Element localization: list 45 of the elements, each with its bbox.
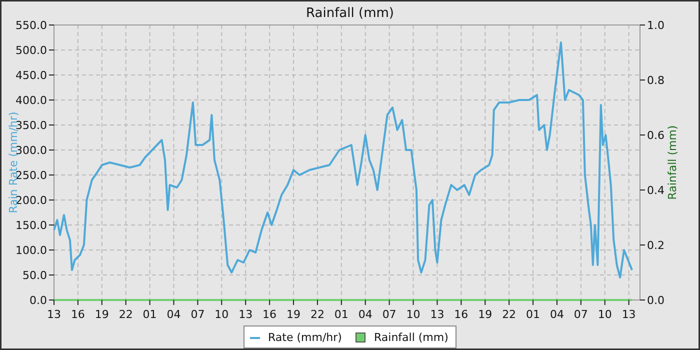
x-tick-label: 22 xyxy=(310,308,324,321)
y-tick-label: 0.0 xyxy=(30,294,47,307)
legend-label: Rate (mm/hr) xyxy=(268,331,342,344)
x-tick-label: 04 xyxy=(358,308,372,321)
y-tick-label: 550.0 xyxy=(16,19,47,32)
x-tick-label: 22 xyxy=(502,308,516,321)
x-tick-label: 01 xyxy=(526,308,540,321)
y2-tick-label: 1.0 xyxy=(647,19,664,32)
x-tick-label: 04 xyxy=(550,308,564,321)
x-tick-label: 13 xyxy=(622,308,636,321)
y2-axis-title: Rainfall (mm) xyxy=(666,125,679,200)
y2-tick-label: 0.6 xyxy=(647,129,664,142)
y-tick-label: 100.0 xyxy=(16,244,47,257)
x-tick-label: 10 xyxy=(406,308,420,321)
x-tick-label: 19 xyxy=(94,308,109,321)
x-tick-label: 13 xyxy=(238,308,253,321)
x-tick-label: 16 xyxy=(454,308,468,321)
y-tick-label: 250.0 xyxy=(16,169,47,182)
x-tick-label: 10 xyxy=(214,308,229,321)
x-tick-label: 19 xyxy=(478,308,492,321)
y-tick-label: 400.0 xyxy=(16,94,47,107)
y-tick-label: 500.0 xyxy=(16,44,47,57)
y-tick-label: 450.0 xyxy=(16,69,47,82)
y2-tick-label: 0.8 xyxy=(647,74,664,87)
y2-tick-label: 0.0 xyxy=(647,294,664,307)
x-tick-label: 13 xyxy=(47,308,61,321)
x-tick-label: 07 xyxy=(382,308,396,321)
x-tick-label: 16 xyxy=(70,308,85,321)
x-tick-label: 10 xyxy=(598,308,612,321)
x-tick-label: 01 xyxy=(142,308,157,321)
y2-tick-label: 0.4 xyxy=(647,184,664,197)
y-tick-label: 200.0 xyxy=(16,194,47,207)
x-tick-label: 07 xyxy=(574,308,588,321)
x-tick-label: 13 xyxy=(430,308,444,321)
x-tick-label: 22 xyxy=(118,308,133,321)
x-tick-label: 07 xyxy=(190,308,205,321)
y2-tick-label: 0.2 xyxy=(647,239,664,252)
y-tick-label: 50.0 xyxy=(22,269,47,282)
legend-label: Rainfall (mm) xyxy=(374,331,448,344)
x-tick-label: 16 xyxy=(262,308,277,321)
y-tick-label: 150.0 xyxy=(16,219,47,232)
x-tick-label: 01 xyxy=(334,308,348,321)
x-tick-label: 19 xyxy=(286,308,301,321)
chart-title: Rainfall (mm) xyxy=(306,6,394,21)
x-tick-label: 04 xyxy=(166,308,181,321)
